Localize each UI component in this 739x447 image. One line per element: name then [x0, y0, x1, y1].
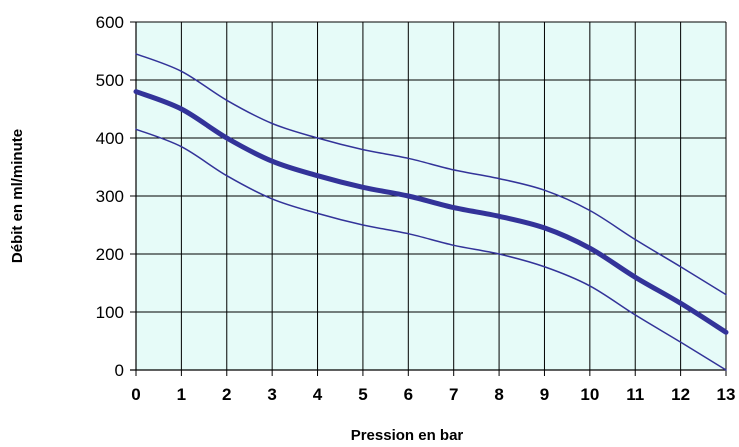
y-axis-label: Débit en ml/minute [9, 129, 26, 263]
y-tick-labels: 0 100 200 300 400 500 600 [96, 13, 124, 380]
x-tick-label: 1 [177, 385, 186, 404]
series-line-main [133, 89, 729, 335]
x-tick-label: 11 [626, 385, 644, 404]
y-tick-label: 500 [96, 71, 124, 90]
x-tick-label: 12 [671, 385, 690, 404]
x-tick-labels: 0 1 2 3 4 5 6 7 8 9 10 11 12 13 [131, 385, 735, 404]
x-tick-label: 10 [580, 385, 599, 404]
x-tick-label: 8 [494, 385, 503, 404]
axes [130, 21, 727, 376]
x-tick-label: 0 [131, 385, 140, 404]
x-tick-label: 5 [358, 385, 367, 404]
x-tick-label: 9 [540, 385, 549, 404]
x-tick-label: 3 [267, 385, 276, 404]
y-tick-label: 400 [96, 129, 124, 148]
x-axis-label: Pression en bar [351, 427, 464, 444]
data-series [133, 53, 729, 371]
y-tick-label: 300 [96, 187, 124, 206]
x-tick-label: 4 [313, 385, 323, 404]
y-tick-label: 200 [96, 245, 124, 264]
y-tick-label: 600 [96, 13, 124, 32]
x-tick-label: 13 [717, 385, 736, 404]
series-line-lower [135, 128, 727, 371]
x-tick-label: 2 [222, 385, 231, 404]
x-tick-label: 6 [404, 385, 413, 404]
y-tick-label: 0 [115, 361, 124, 380]
x-tick-label: 7 [449, 385, 458, 404]
y-tick-label: 100 [96, 303, 124, 322]
series-line-upper [135, 53, 727, 296]
